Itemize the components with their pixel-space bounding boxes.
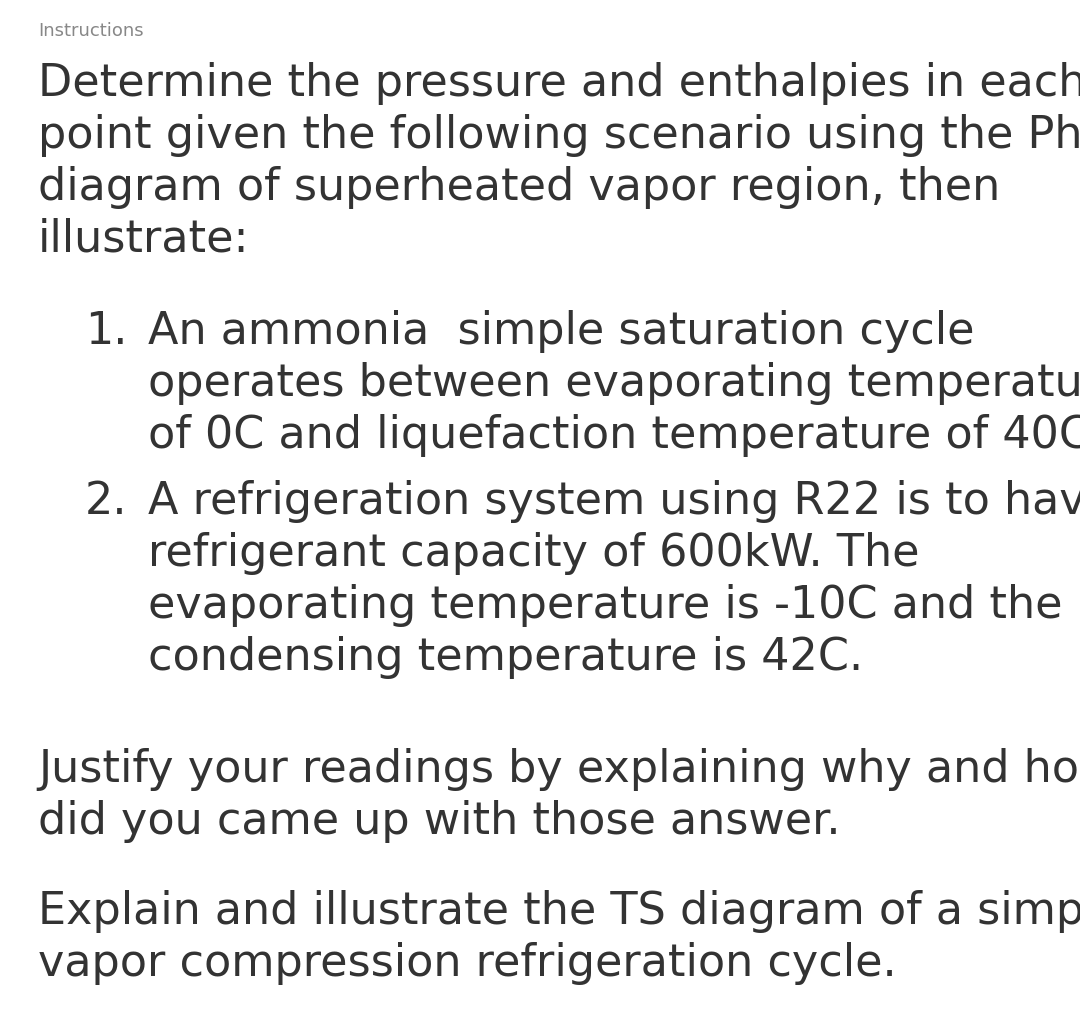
Text: diagram of superheated vapor region, then: diagram of superheated vapor region, the…	[38, 166, 1000, 209]
Text: operates between evaporating temperature: operates between evaporating temperature	[148, 362, 1080, 405]
Text: refrigerant capacity of 600kW. The: refrigerant capacity of 600kW. The	[148, 532, 919, 576]
Text: illustrate:: illustrate:	[38, 218, 249, 261]
Text: Determine the pressure and enthalpies in each: Determine the pressure and enthalpies in…	[38, 62, 1080, 105]
Text: of 0C and liquefaction temperature of 40C.: of 0C and liquefaction temperature of 40…	[148, 414, 1080, 457]
Text: condensing temperature is 42C.: condensing temperature is 42C.	[148, 636, 863, 679]
Text: An ammonia  simple saturation cycle: An ammonia simple saturation cycle	[148, 310, 974, 353]
Text: A refrigeration system using R22 is to have a: A refrigeration system using R22 is to h…	[148, 480, 1080, 523]
Text: evaporating temperature is -10C and the: evaporating temperature is -10C and the	[148, 584, 1063, 627]
Text: Explain and illustrate the TS diagram of a simple: Explain and illustrate the TS diagram of…	[38, 890, 1080, 933]
Text: point given the following scenario using the Ph: point given the following scenario using…	[38, 114, 1080, 157]
Text: did you came up with those answer.: did you came up with those answer.	[38, 800, 840, 843]
Text: 2.: 2.	[85, 480, 127, 523]
Text: Instructions: Instructions	[38, 22, 144, 40]
Text: 1.: 1.	[85, 310, 127, 353]
Text: Justify your readings by explaining why and how: Justify your readings by explaining why …	[38, 748, 1080, 791]
Text: vapor compression refrigeration cycle.: vapor compression refrigeration cycle.	[38, 942, 896, 985]
